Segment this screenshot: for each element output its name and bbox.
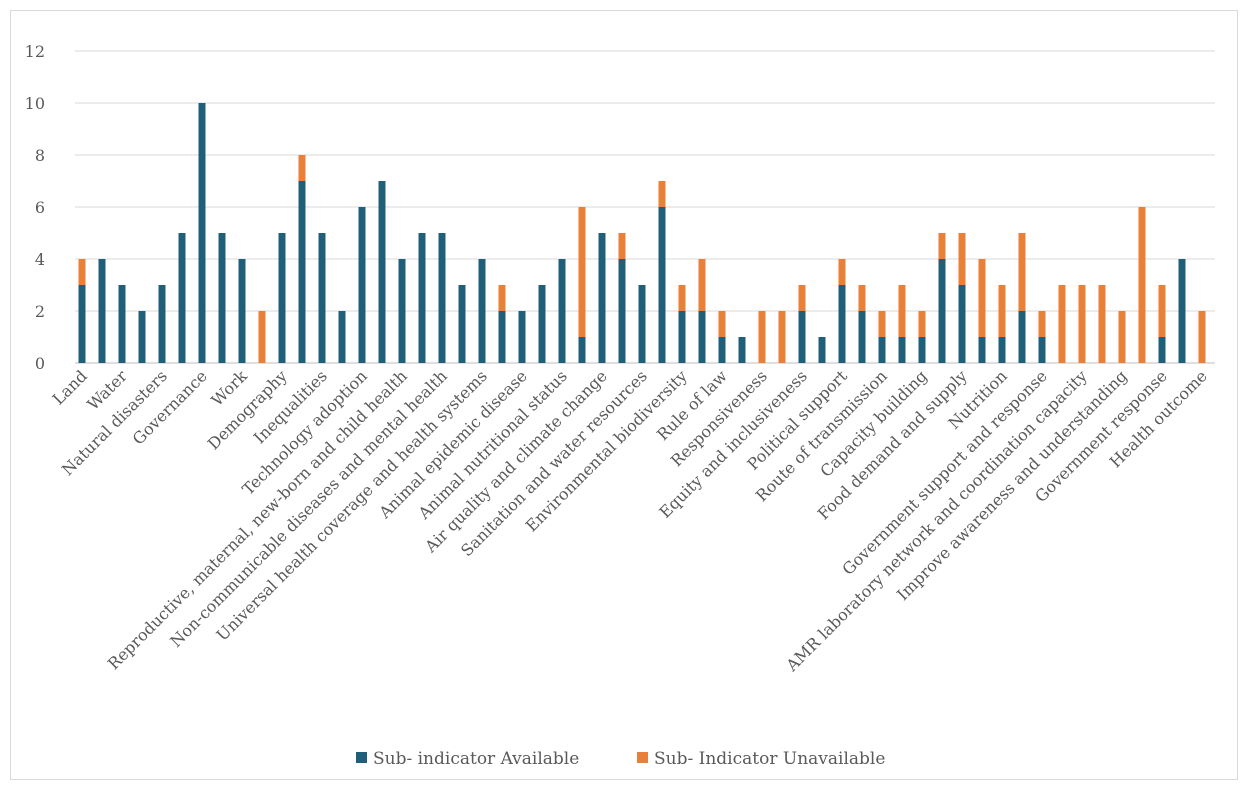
bar-available: [318, 233, 326, 363]
bar-available: [358, 207, 366, 363]
legend-swatch-available: [356, 752, 367, 763]
bar-available: [1158, 337, 1166, 363]
bar-available: [598, 233, 606, 363]
bar-available: [418, 233, 426, 363]
bar-available: [818, 337, 826, 363]
y-tick-label: 6: [35, 198, 45, 217]
x-category-label: Non-communicable diseases and mental hea…: [166, 366, 451, 651]
y-tick-label: 0: [35, 354, 45, 373]
bar-unavailable: [938, 233, 946, 259]
chart-frame: 0 2 4 6 8 10 12 Land Water Natural disasters Gove…: [10, 10, 1238, 780]
bar-unavailable: [778, 311, 786, 363]
bar-available: [538, 285, 546, 363]
bar-available: [798, 311, 806, 363]
bar-available: [238, 259, 246, 363]
bar-available: [718, 337, 726, 363]
y-tick-label: 12: [25, 42, 45, 61]
bar-unavailable: [918, 311, 926, 337]
bar-unavailable: [1038, 311, 1046, 337]
bar-available: [458, 285, 466, 363]
bar-unavailable: [1018, 233, 1026, 311]
bar-unavailable: [758, 311, 766, 363]
bar-available: [698, 311, 706, 363]
bar-unavailable: [878, 311, 886, 337]
bar-unavailable: [1198, 311, 1206, 363]
bar-available: [918, 337, 926, 363]
bar-unavailable: [958, 233, 966, 285]
bar-available: [518, 311, 526, 363]
bar-available: [1178, 259, 1186, 363]
bar-unavailable: [698, 259, 706, 311]
bar-unavailable: [898, 285, 906, 337]
bar-unavailable: [1138, 207, 1146, 363]
bar-available: [178, 233, 186, 363]
bar-unavailable: [498, 285, 506, 311]
bar-available: [678, 311, 686, 363]
bar-available: [338, 311, 346, 363]
bar-available: [898, 337, 906, 363]
bar-unavailable: [1158, 285, 1166, 337]
bar-available: [978, 337, 986, 363]
bar-unavailable: [1078, 285, 1086, 363]
bar-available: [618, 259, 626, 363]
bar-available: [858, 311, 866, 363]
bar-available: [958, 285, 966, 363]
bar-unavailable: [1058, 285, 1066, 363]
bar-available: [98, 259, 106, 363]
bar-unavailable: [298, 155, 306, 181]
bar-available: [398, 259, 406, 363]
bar-available: [638, 285, 646, 363]
bar-available: [78, 285, 86, 363]
bar-available: [738, 337, 746, 363]
legend-label-unavailable: Sub- Indicator Unavailable: [654, 749, 885, 769]
bar-available: [1038, 337, 1046, 363]
bar-available: [438, 233, 446, 363]
bar-available: [878, 337, 886, 363]
bar-unavailable: [678, 285, 686, 311]
bar-available: [138, 311, 146, 363]
bar-available: [378, 181, 386, 363]
bar-available: [298, 181, 306, 363]
bar-available: [218, 233, 226, 363]
bar-available: [1018, 311, 1026, 363]
bar-available: [558, 259, 566, 363]
bar-available: [118, 285, 126, 363]
bar-unavailable: [258, 311, 266, 363]
y-axis-ticks: 0 2 4 6 8 10 12: [25, 42, 45, 373]
bar-unavailable: [798, 285, 806, 311]
bars: [78, 103, 1206, 363]
legend: Sub- indicator Available Sub- Indicator …: [356, 749, 885, 769]
y-tick-label: 10: [25, 94, 45, 113]
y-tick-label: 8: [35, 146, 45, 165]
legend-swatch-unavailable: [637, 752, 648, 763]
bar-unavailable: [658, 181, 666, 207]
bar-unavailable: [978, 259, 986, 337]
bar-available: [578, 337, 586, 363]
y-tick-label: 2: [35, 302, 45, 321]
bar-available: [938, 259, 946, 363]
bar-unavailable: [578, 207, 586, 337]
bar-available: [198, 103, 206, 363]
bar-unavailable: [618, 233, 626, 259]
bar-unavailable: [838, 259, 846, 285]
bar-unavailable: [718, 311, 726, 337]
bar-unavailable: [78, 259, 86, 285]
legend-label-available: Sub- indicator Available: [373, 749, 579, 769]
bar-available: [158, 285, 166, 363]
bar-unavailable: [1098, 285, 1106, 363]
bar-unavailable: [998, 285, 1006, 337]
bar-available: [498, 311, 506, 363]
bar-available: [278, 233, 286, 363]
y-tick-label: 4: [35, 250, 45, 269]
bar-unavailable: [1118, 311, 1126, 363]
bar-available: [478, 259, 486, 363]
bar-available: [838, 285, 846, 363]
bar-unavailable: [858, 285, 866, 311]
bar-available: [658, 207, 666, 363]
bar-available: [998, 337, 1006, 363]
